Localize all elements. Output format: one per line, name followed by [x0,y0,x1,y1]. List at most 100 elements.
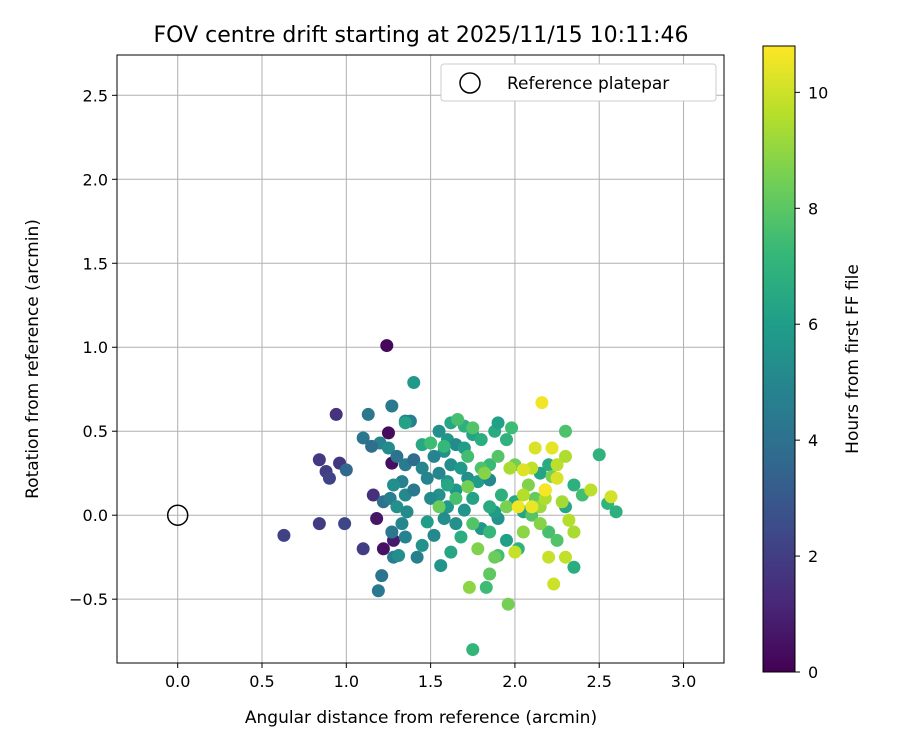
data-point [559,550,573,564]
data-point [501,597,515,611]
data-point [483,500,497,514]
data-point [454,530,468,544]
data-point [356,431,370,445]
data-point [483,567,497,581]
x-tick-label: 2.5 [587,672,612,691]
data-point [483,525,497,539]
data-point [535,396,549,410]
x-tick-label: 0.0 [165,672,190,691]
data-point [559,449,573,463]
data-point [499,433,513,447]
data-point [407,453,421,467]
data-point [440,478,454,492]
x-tick-label: 1.0 [334,672,359,691]
colorbar-ticks: 0 2 4 6 8 10 [795,83,828,682]
data-point [505,421,519,435]
data-point [461,449,475,463]
plot-frame [116,54,725,664]
reference-platepar-marker [166,504,189,526]
grid-lines [117,55,724,663]
x-tick-label: 0.5 [249,672,274,691]
data-point [381,426,395,440]
data-point [474,433,488,447]
data-point [542,525,556,539]
colorbar-gradient [762,45,796,673]
data-point [499,500,513,514]
data-point [392,549,406,563]
data-point [444,458,458,472]
data-point [457,503,471,517]
data-point [427,528,441,542]
legend-label: Reference platepar [507,74,669,94]
data-point [567,560,581,574]
data-point [466,421,480,435]
data-point [592,448,606,462]
data-point [385,399,399,413]
data-point [420,515,434,529]
y-axis-label: Rotation from reference (arcmin) [23,219,43,499]
data-point [547,577,561,591]
x-tick-label: 2.0 [502,672,527,691]
data-point [312,517,326,531]
data-point [499,533,513,547]
data-point [424,491,438,505]
data-point [437,512,451,526]
y-axis-ticks: −0.5 0.0 0.5 1.0 1.5 2.0 2.5 [69,86,117,609]
data-point [385,525,399,539]
legend: Reference platepar [440,63,717,102]
colorbar-label: Hours from first FF file [843,264,863,454]
colorbar-tick-label: 8 [808,199,818,218]
data-point [277,528,291,542]
data-point [516,525,530,539]
data-point [466,517,480,531]
data-points [277,339,623,657]
x-tick-label: 1.5 [418,672,443,691]
data-point [444,545,458,559]
data-point [395,517,409,531]
data-point [424,436,438,450]
colorbar-tick-label: 6 [808,315,818,334]
data-point [381,441,395,455]
data-point [555,495,569,509]
plot-area [116,54,725,664]
x-axis-ticks: 0.0 0.5 1.0 1.5 2.0 2.5 3.0 [165,663,696,691]
data-point [338,517,352,531]
data-point [479,580,493,594]
data-point [407,376,421,390]
data-point [400,505,414,519]
data-point [550,533,564,547]
data-point [562,513,576,527]
data-point [432,500,446,514]
colorbar-tick-label: 4 [808,431,818,450]
data-point [380,339,394,353]
data-point [366,488,380,502]
data-point [584,483,598,497]
data-point [545,441,559,455]
data-point [437,439,451,453]
y-tick-label: 0.0 [83,506,108,525]
legend-box [440,63,717,102]
data-point [567,478,581,492]
data-point [420,471,434,485]
data-point [434,559,448,573]
data-point [471,542,485,556]
y-tick-label: 1.0 [83,338,108,357]
y-tick-label: −0.5 [69,590,108,609]
y-tick-label: 1.5 [83,254,108,273]
data-point [390,500,404,514]
data-point [516,488,530,502]
y-tick-label: 0.5 [83,422,108,441]
colorbar-tick-label: 2 [808,547,818,566]
data-point [432,424,446,438]
data-point [466,491,480,505]
colorbar-tick-label: 10 [808,83,828,102]
data-point [329,407,343,421]
data-point [508,545,522,559]
data-point [462,580,476,594]
y-tick-label: 2.5 [83,86,108,105]
data-point [427,449,441,463]
data-point [466,643,480,657]
data-point [365,439,379,453]
x-axis-label: Angular distance from reference (arcmin) [245,708,597,728]
data-point [516,463,530,477]
